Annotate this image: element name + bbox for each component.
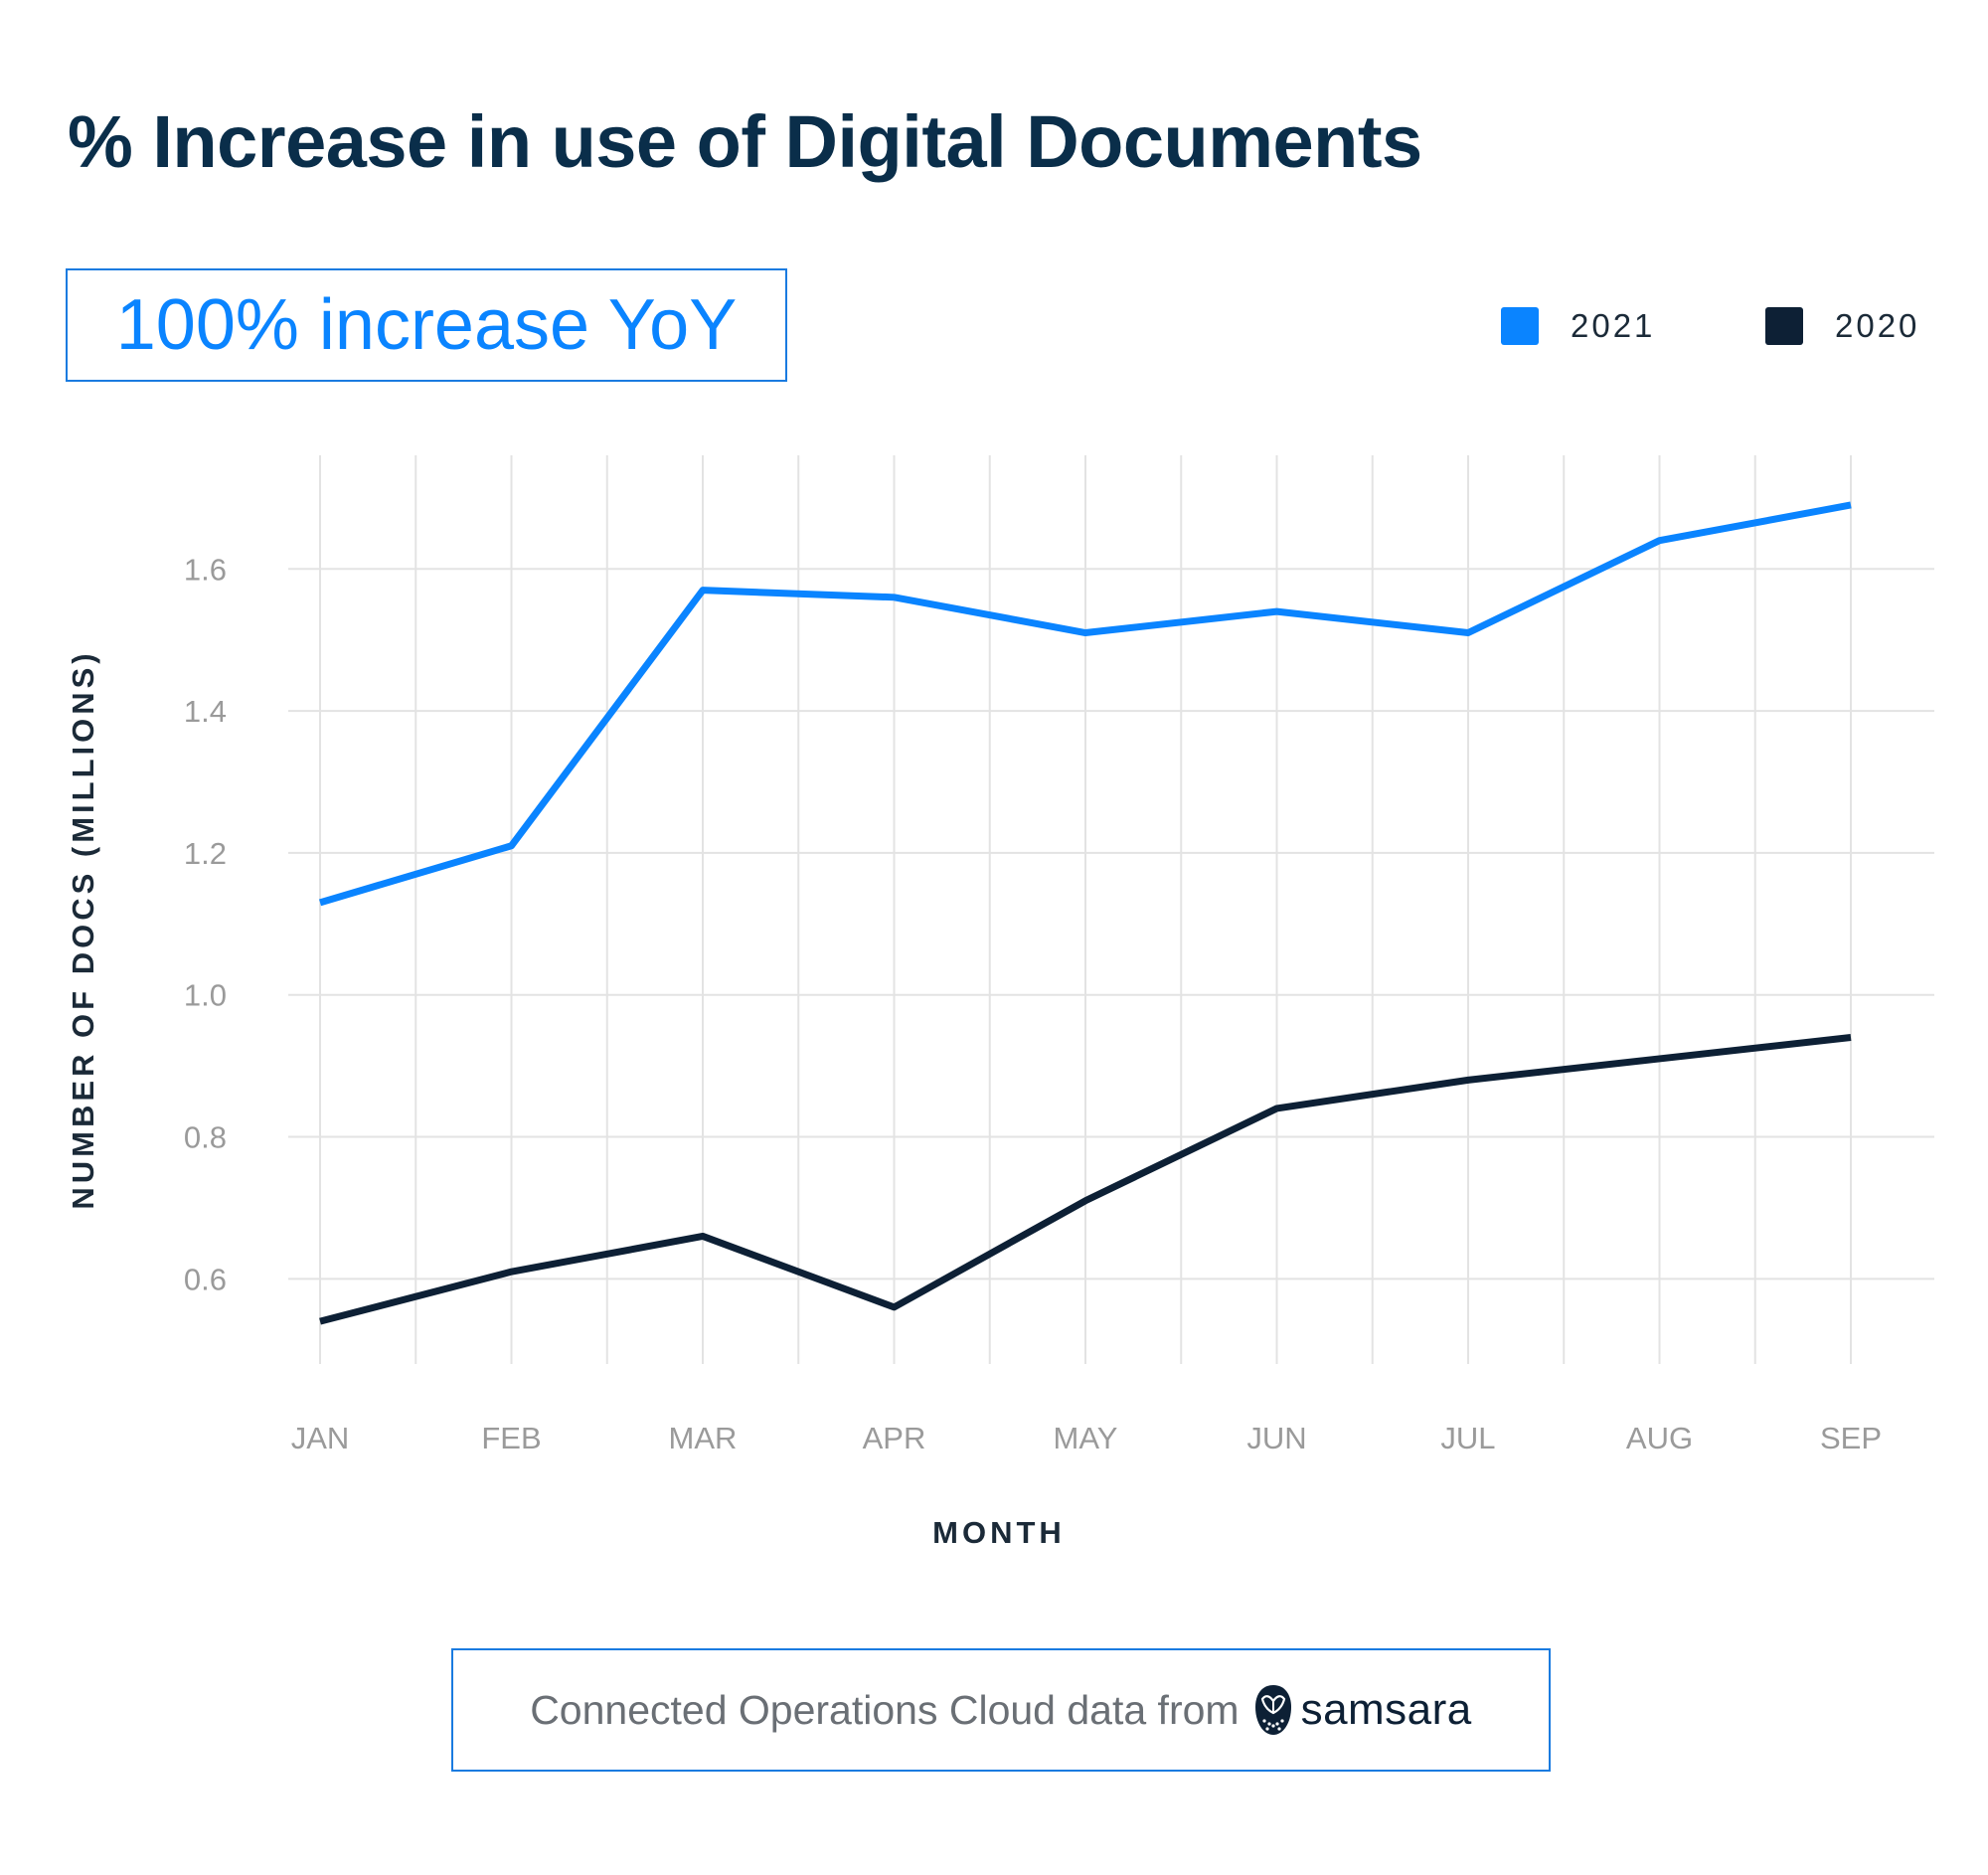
y-tick-label: 1.4	[184, 694, 227, 729]
legend-label-2020: 2020	[1835, 307, 1920, 344]
x-tick-label: AUG	[1626, 1421, 1693, 1455]
y-tick-label: 1.2	[184, 836, 227, 871]
yoy-callout-text: 100% increase YoY	[115, 285, 738, 365]
line-chart: 0.6 0.8 1.0 1.2 1.4 1.6 JAN FEB MAR APR MAY JUN JUL A…	[66, 455, 1934, 1550]
source-box: Connected Operations Cloud data from sam…	[451, 1648, 1551, 1772]
y-tick-label: 1.0	[184, 978, 227, 1013]
source-text: Connected Operations Cloud data from	[530, 1686, 1240, 1733]
brand-name: samsara	[1300, 1685, 1472, 1734]
x-tick-label: MAY	[1054, 1421, 1118, 1455]
x-tick-label: APR	[863, 1421, 926, 1455]
x-tick-label: JUN	[1246, 1421, 1306, 1455]
yoy-callout-box: 100% increase YoY	[66, 268, 787, 382]
legend-swatch-2021	[1501, 307, 1539, 345]
legend-item-2021: 2021	[1501, 306, 1655, 346]
y-tick-label: 0.8	[184, 1120, 227, 1155]
x-tick-label: SEP	[1820, 1421, 1882, 1455]
series-line-2020	[319, 1034, 1852, 1325]
legend-item-2020: 2020	[1765, 306, 1919, 346]
legend-swatch-2020	[1765, 307, 1803, 345]
y-axis-title: NUMBER OF DOCS (MILLIONS)	[66, 649, 100, 1209]
x-tick-label: JAN	[291, 1421, 350, 1455]
x-tick-label: FEB	[481, 1421, 541, 1455]
x-axis-title: MONTH	[932, 1515, 1066, 1550]
samsara-logo: samsara	[1253, 1683, 1472, 1737]
series-line-2021	[319, 501, 1852, 907]
owl-icon	[1254, 1685, 1291, 1735]
legend-label-2021: 2021	[1571, 307, 1656, 344]
x-tick-label: JUL	[1440, 1421, 1495, 1455]
y-tick-label: 1.6	[184, 552, 227, 587]
x-tick-label: MAR	[669, 1421, 738, 1455]
chart-title: % Increase in use of Digital Documents	[68, 100, 1422, 183]
y-tick-label: 0.6	[184, 1262, 227, 1296]
